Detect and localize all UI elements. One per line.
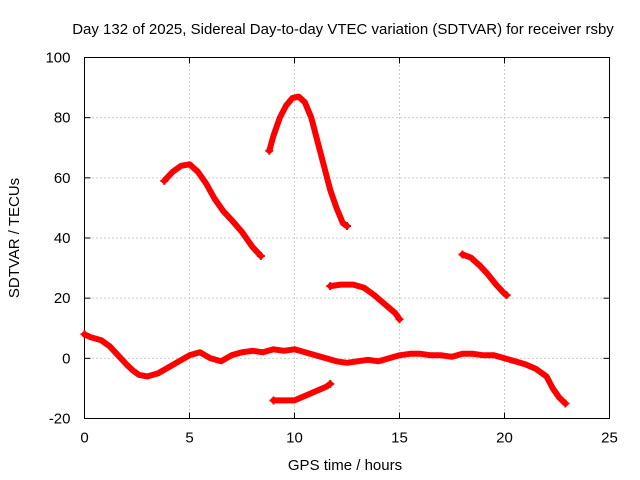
series-arc-4 [327, 281, 403, 323]
x-tick-label: 15 [391, 430, 408, 447]
series-marker [269, 396, 278, 405]
series-arc-2 [161, 161, 264, 259]
series-arc-1 [81, 331, 569, 407]
series-arc-6 [270, 380, 334, 404]
y-tick-label: 0 [62, 350, 70, 367]
y-tick-label: -20 [49, 411, 71, 428]
y-tick-label: 80 [54, 110, 71, 127]
chart-title: Day 132 of 2025, Sidereal Day-to-day VTE… [72, 21, 614, 38]
series-marker [395, 315, 404, 324]
x-axis-label: GPS time / hours [288, 457, 402, 474]
series-marker [326, 379, 335, 388]
series-arc-3 [266, 93, 350, 229]
series-marker [343, 221, 351, 230]
x-tick-label: 0 [80, 430, 88, 447]
x-tick-label: 10 [286, 430, 303, 447]
axis-ticks: 0 5 10 15 20 25 -20 0 20 40 60 80 100 [45, 50, 617, 447]
y-tick-label: 60 [54, 170, 71, 187]
y-axis-label: SDTVAR / TECUs [6, 178, 23, 298]
series-marker [160, 176, 169, 185]
x-tick-label: 5 [185, 430, 193, 447]
series-arc-5 [459, 251, 510, 299]
series-marker [256, 252, 265, 261]
series-marker [561, 399, 570, 408]
series-marker [80, 330, 89, 339]
x-tick-label: 25 [601, 430, 618, 447]
x-tick-label: 20 [496, 430, 513, 447]
data-series [80, 93, 570, 408]
y-tick-label: 40 [54, 230, 71, 247]
y-tick-label: 20 [54, 290, 71, 307]
series-marker [458, 250, 467, 259]
series-marker [265, 146, 274, 155]
series-marker [326, 282, 335, 291]
y-tick-label: 100 [45, 50, 70, 67]
series-marker [502, 291, 511, 300]
